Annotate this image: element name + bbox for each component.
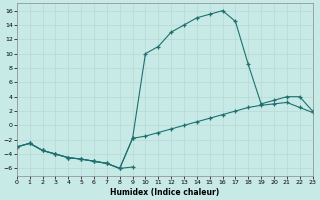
X-axis label: Humidex (Indice chaleur): Humidex (Indice chaleur) [110, 188, 219, 197]
